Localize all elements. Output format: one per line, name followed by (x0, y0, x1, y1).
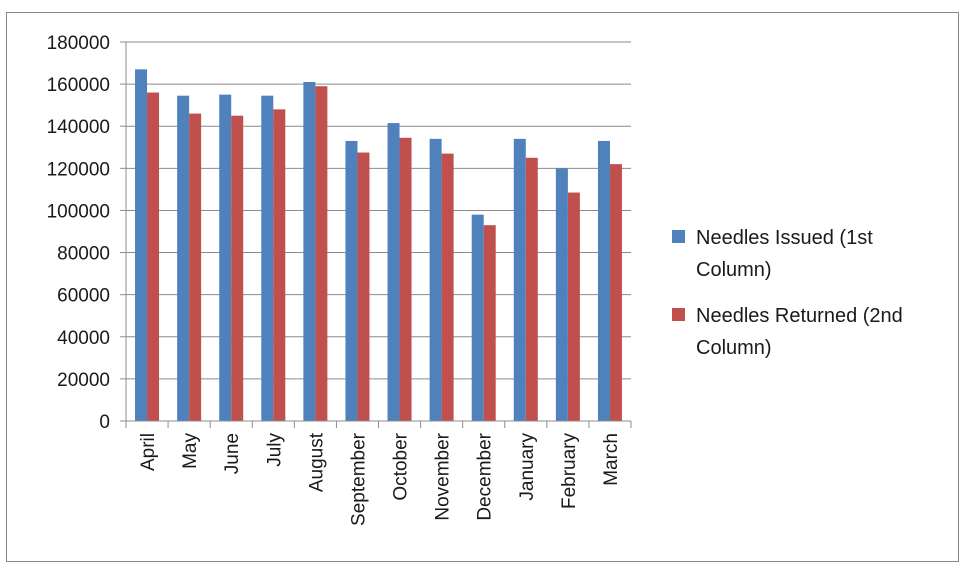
y-tick-label: 60000 (57, 286, 110, 307)
bar-issued-july (261, 95, 274, 422)
bar-returned-july (273, 109, 286, 421)
bar-issued-may (177, 95, 190, 422)
x-category-label: November (433, 432, 454, 520)
y-tick-label: 160000 (47, 75, 110, 96)
bar-returned-september (357, 152, 370, 421)
bar-issued-september (345, 140, 358, 421)
legend-swatch (672, 308, 685, 321)
x-category-label: December (475, 432, 496, 520)
bars (135, 69, 622, 422)
legend-label: Column) (696, 259, 772, 281)
y-tick-label: 140000 (47, 117, 110, 138)
x-category-label: May (180, 433, 201, 469)
gridlines (126, 41, 631, 380)
x-category-label: February (559, 433, 580, 510)
bar-issued-april (135, 69, 148, 421)
x-category-label: August (306, 432, 327, 492)
y-tick-label: 100000 (47, 201, 110, 222)
bar-issued-august (303, 82, 316, 421)
x-category-label: October (391, 432, 412, 500)
bar-returned-june (231, 115, 244, 421)
bar-returned-august (315, 86, 328, 421)
bar-returned-january (525, 157, 538, 422)
bar-issued-december (471, 214, 484, 421)
bar-returned-march (609, 164, 622, 421)
bar-returned-november (441, 153, 454, 421)
bar-issued-march (597, 140, 610, 421)
x-category-label: July (264, 433, 285, 467)
bar-returned-october (399, 137, 412, 421)
y-tick-label: 80000 (57, 244, 110, 265)
bar-returned-february (567, 192, 580, 421)
x-axis: April May June July August September October No… (125, 42, 632, 526)
bar-returned-may (189, 113, 202, 421)
y-tick-label: 120000 (47, 159, 110, 180)
y-tick-label: 0 (99, 412, 110, 433)
x-category-label: April (138, 433, 159, 471)
bar-issued-november (429, 138, 442, 421)
x-category-label: March (601, 433, 622, 486)
legend-label: Needles Returned (2nd (696, 305, 903, 327)
bar-issued-october (387, 123, 400, 421)
legend-label: Needles Issued (1st (696, 227, 873, 249)
legend-swatch (672, 230, 685, 243)
bar-issued-february (555, 168, 568, 421)
x-category-label: June (222, 433, 243, 474)
bar-issued-january (513, 138, 526, 421)
y-axis-ticks: 0 20000 40000 60000 80000 100000 120000 140000 1… (47, 33, 126, 433)
y-tick-label: 20000 (57, 370, 110, 391)
bar-returned-april (147, 92, 160, 422)
x-category-label: September (348, 432, 369, 526)
y-tick-label: 40000 (57, 328, 110, 349)
bar-issued-june (219, 94, 232, 421)
y-tick-label: 180000 (47, 33, 110, 54)
x-category-label: January (517, 433, 538, 501)
legend: Needles Issued (1st Column) Needles Return… (672, 227, 903, 359)
legend-label: Column) (696, 337, 772, 359)
bar-returned-december (483, 225, 496, 421)
